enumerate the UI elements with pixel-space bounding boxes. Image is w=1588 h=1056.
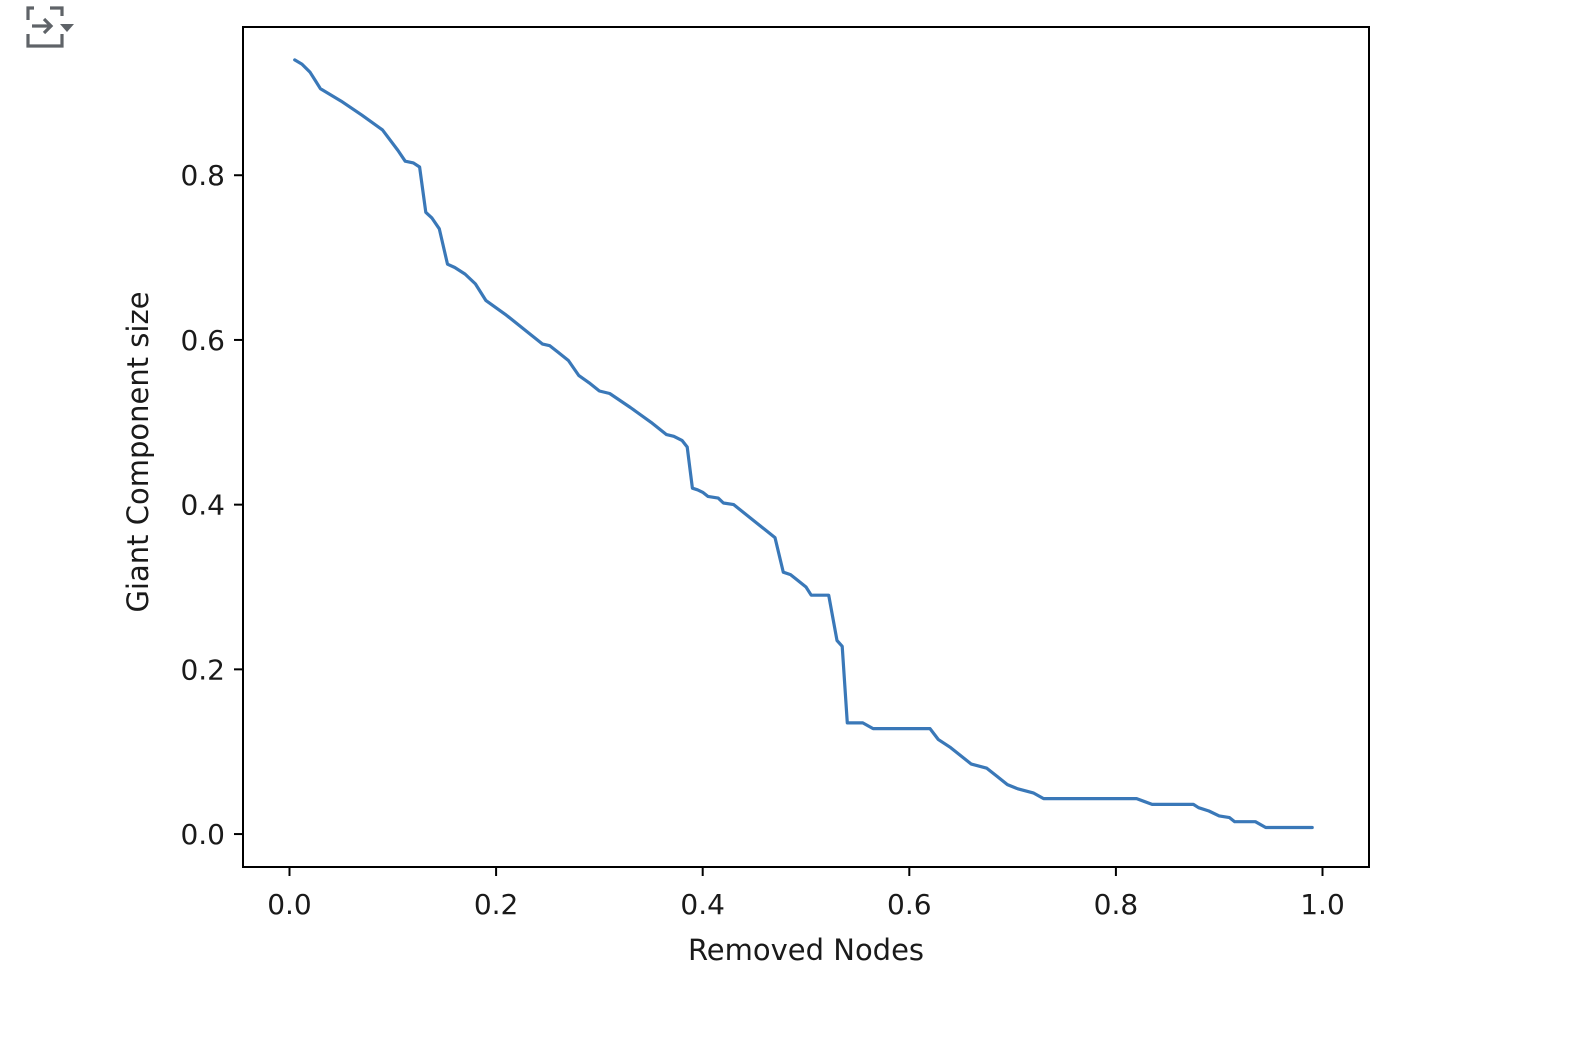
x-tick-label: 0.0 xyxy=(267,888,312,921)
y-axis: 0.0 0.2 0.4 0.6 0.8 xyxy=(180,159,243,851)
y-tick-label: 0.4 xyxy=(180,489,225,522)
y-tick-label: 0.2 xyxy=(180,653,225,686)
y-tick-label: 0.6 xyxy=(180,324,225,357)
output-collapse-icon xyxy=(26,6,74,48)
x-tick-label: 1.0 xyxy=(1300,888,1345,921)
y-tick-label: 0.0 xyxy=(180,818,225,851)
y-tick-label: 0.8 xyxy=(180,159,225,192)
output-toggle-button[interactable] xyxy=(22,4,76,50)
x-axis: 0.0 0.2 0.4 0.6 0.8 1.0 xyxy=(267,867,1345,921)
y-axis-label: Giant Component size xyxy=(121,291,155,612)
x-tick-label: 0.8 xyxy=(1094,888,1139,921)
series-line xyxy=(293,58,1314,830)
x-axis-label: Removed Nodes xyxy=(688,933,924,967)
x-tick-label: 0.6 xyxy=(887,888,932,921)
x-tick-label: 0.4 xyxy=(680,888,725,921)
plot-area xyxy=(242,26,1370,868)
x-tick-label: 0.2 xyxy=(474,888,519,921)
